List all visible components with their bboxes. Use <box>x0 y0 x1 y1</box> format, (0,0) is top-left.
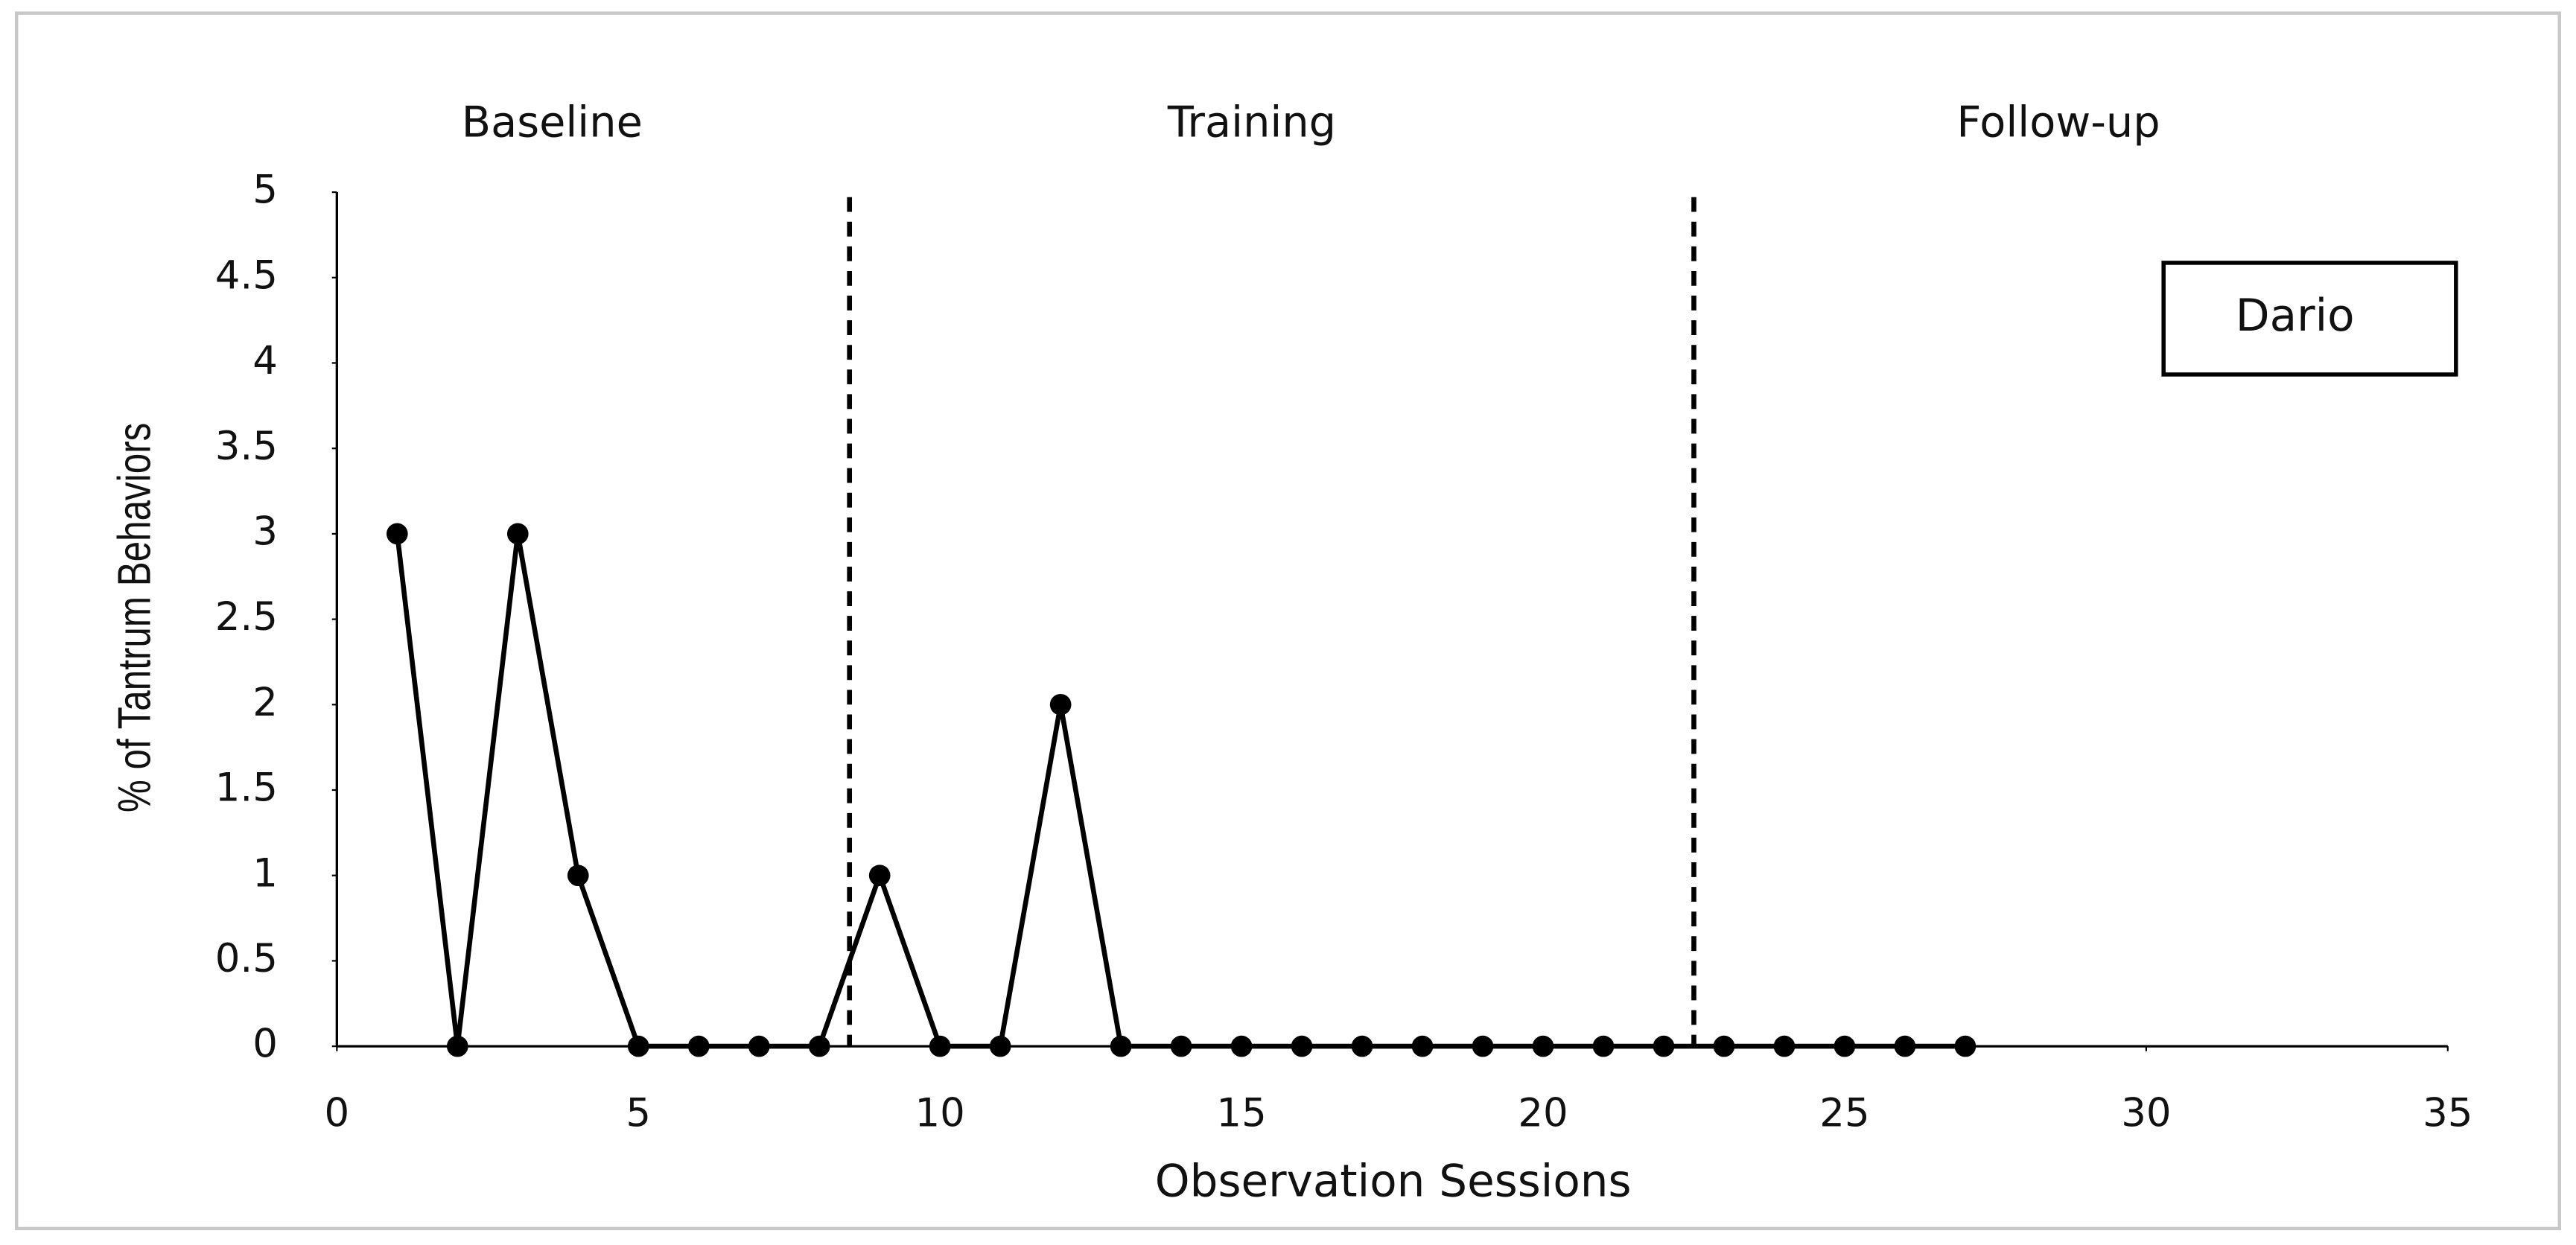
x-tick-label: 30 <box>2121 1090 2171 1136</box>
data-point <box>1230 1035 1253 1057</box>
y-tick-label: 3.5 <box>215 424 278 469</box>
data-point <box>1954 1035 1976 1057</box>
phase-label: Training <box>1167 97 1336 147</box>
data-point <box>506 523 529 545</box>
x-tick-label: 35 <box>2423 1090 2472 1136</box>
data-point <box>1532 1035 1554 1057</box>
x-tick-label: 0 <box>325 1090 350 1136</box>
data-point <box>748 1035 770 1057</box>
data-point <box>1773 1035 1796 1057</box>
data-point <box>1351 1035 1373 1057</box>
y-tick-label: 4 <box>252 338 278 383</box>
data-point <box>929 1035 951 1057</box>
data-point <box>1834 1035 1856 1057</box>
y-tick-label: 2 <box>252 680 278 725</box>
data-point <box>989 1035 1011 1057</box>
data-point <box>1110 1035 1132 1057</box>
y-tick-label: 5 <box>252 168 278 213</box>
y-tick-label: 1.5 <box>215 765 278 811</box>
data-point <box>868 865 891 887</box>
legend-label: Dario <box>2236 290 2355 342</box>
data-point <box>1894 1035 1916 1057</box>
y-tick-label: 4.5 <box>215 252 278 298</box>
x-tick-label: 25 <box>1819 1090 1869 1136</box>
data-point <box>1713 1035 1735 1057</box>
legend-box <box>2161 261 2458 377</box>
data-point <box>1653 1035 1675 1057</box>
y-tick-label: 0.5 <box>215 936 278 981</box>
data-point <box>446 1035 468 1057</box>
data-point <box>1049 693 1072 716</box>
frame <box>15 11 2561 1231</box>
x-tick-label: 15 <box>1216 1090 1266 1136</box>
x-tick-label: 10 <box>915 1090 965 1136</box>
data-point <box>627 1035 649 1057</box>
y-tick-label: 1 <box>252 850 278 896</box>
x-axis-label: Observation Sessions <box>1155 1156 1632 1207</box>
x-tick-label: 20 <box>1518 1090 1568 1136</box>
data-point <box>1472 1035 1494 1057</box>
data-point <box>1291 1035 1313 1057</box>
phase-label: Baseline <box>462 97 643 147</box>
x-tick-label: 5 <box>626 1090 651 1136</box>
data-point <box>1170 1035 1192 1057</box>
phase-label: Follow-up <box>1956 97 2160 147</box>
data-point <box>687 1035 710 1057</box>
data-point <box>1411 1035 1434 1057</box>
y-tick-label: 0 <box>252 1022 278 1067</box>
data-point <box>386 523 408 545</box>
y-tick-label: 3 <box>252 509 278 555</box>
data-point <box>1592 1035 1615 1057</box>
data-point <box>808 1035 830 1057</box>
y-axis-label: % of Tantrum Behaviors <box>108 423 160 812</box>
data-point <box>567 865 589 887</box>
y-tick-label: 2.5 <box>215 594 278 640</box>
